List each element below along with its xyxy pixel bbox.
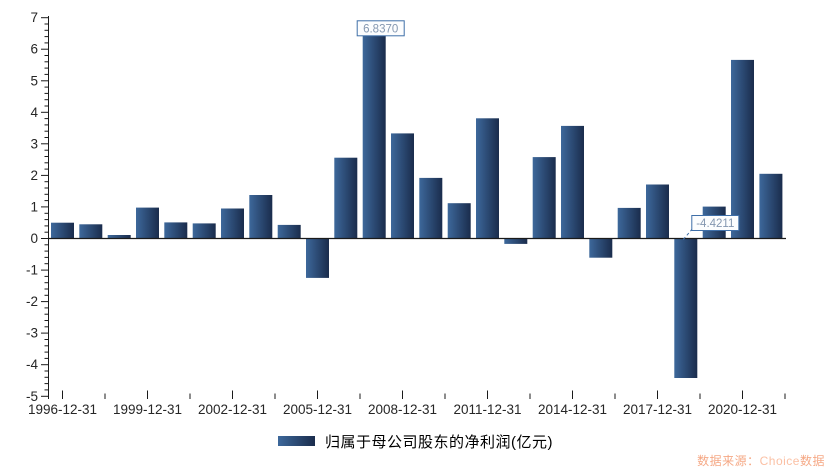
bar-2018-12-31 [674, 238, 698, 378]
chart-legend: 归属于母公司股东的净利润(亿元) [0, 431, 831, 451]
bar-2009-12-31 [419, 177, 443, 239]
x-tick-label: 2020-12-31 [708, 402, 777, 417]
x-tick-label: 2017-12-31 [623, 402, 692, 417]
y-tick-label: 1 [30, 199, 38, 214]
bar-2005-12-31 [306, 238, 329, 278]
bar-2010-12-31 [447, 203, 471, 239]
annotations: 6.8370 -4.4211 [356, 20, 740, 240]
bar-2006-12-31 [334, 157, 358, 239]
legend-swatch [278, 436, 315, 446]
bars [51, 22, 783, 378]
y-tick-label: 3 [30, 136, 38, 151]
bar-2007-12-31 [362, 22, 386, 239]
y-tick-label: 4 [30, 105, 38, 120]
bar-2020-12-31 [731, 59, 754, 239]
annotation-value: -4.4211 [696, 218, 734, 230]
annotation-box [691, 215, 740, 231]
source-suffix: 数据 [799, 454, 825, 468]
x-tick-label: 2008-12-31 [368, 402, 437, 417]
annotation-pointer-line [682, 229, 693, 240]
bar-1999-12-31 [136, 207, 159, 239]
y-tick-label: -5 [26, 389, 38, 404]
legend-label: 归属于母公司股东的净利润(亿元) [325, 433, 553, 451]
x-axis-labels: 1996-12-31 1999-12-31 2002-12-31 2005-12-31… [28, 402, 777, 417]
y-tick-label: 2 [30, 168, 38, 183]
annotation-box [356, 20, 405, 37]
y-tick-label: -4 [26, 357, 38, 372]
y-tick-label: 6 [30, 42, 38, 57]
bar-2017-12-31 [646, 184, 669, 239]
bar-2002-12-31 [221, 208, 244, 239]
y-axis-labels: 7 6 5 4 3 2 1 0 -1 -2 -3 -4 -5 [26, 10, 39, 404]
bar-2004-12-31 [277, 224, 301, 239]
bar-2016-12-31 [617, 207, 641, 239]
bar-2008-12-31 [391, 133, 414, 239]
source-prefix: 数据来源： [697, 454, 760, 468]
bar-2012-12-31 [504, 238, 528, 244]
bar-2013-12-31 [532, 157, 556, 239]
bar-2003-12-31 [249, 195, 273, 239]
bar-2021-12-31 [759, 173, 783, 239]
bar-2011-12-31 [476, 118, 499, 239]
data-source-note: 数据来源：Choice数据 [697, 452, 825, 469]
axes [41, 16, 786, 399]
bar-2014-12-31 [561, 125, 584, 239]
y-tick-label: -1 [26, 263, 38, 278]
bar-2000-12-31 [164, 222, 188, 239]
y-tick-label: 7 [30, 10, 38, 25]
bar-1996-12-31 [51, 222, 74, 239]
annotation-value: 6.8370 [363, 23, 398, 35]
bar-2015-12-31 [589, 238, 613, 258]
source-brand: Choice [759, 454, 800, 468]
bar-2001-12-31 [192, 223, 216, 239]
y-tick-label: 0 [30, 231, 38, 246]
bar-1998-12-31 [107, 235, 131, 239]
y-tick-label: -3 [26, 326, 38, 341]
y-tick-label: 5 [30, 73, 38, 88]
x-tick-label: 1999-12-31 [113, 402, 182, 417]
y-tick-label: -2 [26, 294, 38, 309]
x-tick-label: 1996-12-31 [28, 402, 97, 417]
x-tick-label: 2011-12-31 [453, 402, 521, 417]
x-tick-label: 2002-12-31 [198, 402, 267, 417]
x-tick-label: 2005-12-31 [283, 402, 352, 417]
bar-1997-12-31 [79, 224, 103, 239]
x-tick-label: 2014-12-31 [538, 402, 607, 417]
